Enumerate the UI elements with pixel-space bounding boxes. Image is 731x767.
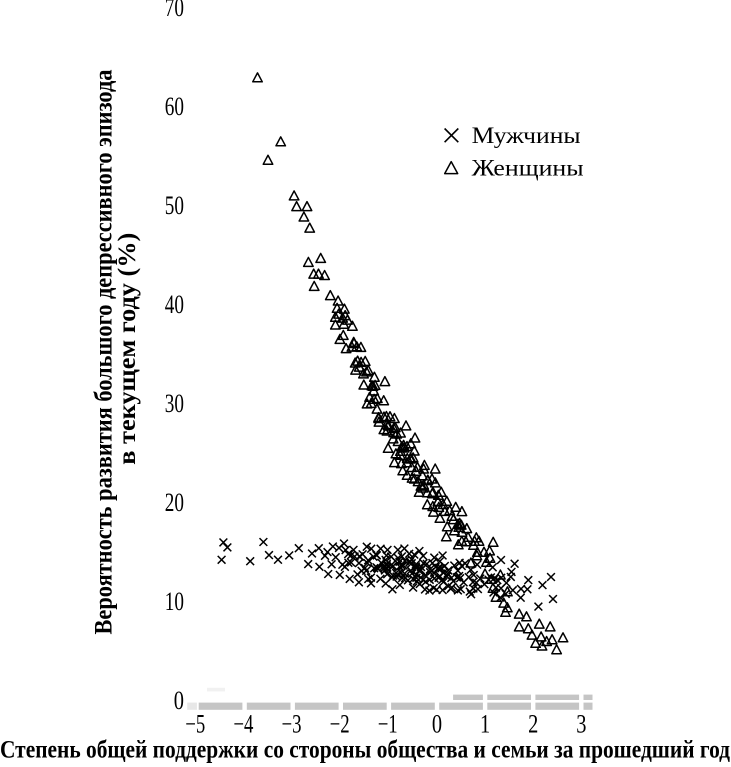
svg-text:40: 40 — [165, 290, 184, 319]
svg-text:−2: −2 — [330, 710, 350, 739]
svg-text:30: 30 — [165, 389, 184, 418]
svg-text:3: 3 — [576, 710, 586, 739]
svg-text:Мужчины: Мужчины — [472, 123, 581, 149]
svg-text:0: 0 — [174, 686, 184, 715]
svg-text:0: 0 — [432, 710, 442, 739]
svg-text:50: 50 — [165, 191, 184, 220]
svg-text:1: 1 — [480, 710, 490, 739]
svg-text:в текущем году (%): в текущем году (%) — [114, 233, 141, 465]
svg-text:−4: −4 — [233, 710, 253, 739]
svg-text:70: 70 — [165, 0, 184, 22]
svg-text:−1: −1 — [378, 710, 398, 739]
svg-text:20: 20 — [165, 488, 184, 517]
svg-text:−3: −3 — [282, 710, 302, 739]
svg-text:−5: −5 — [185, 710, 205, 739]
svg-text:60: 60 — [165, 92, 184, 121]
svg-text:Вероятность развития большого: Вероятность развития большого депрессивн… — [91, 69, 118, 634]
svg-text:2: 2 — [528, 710, 538, 739]
svg-text:10: 10 — [165, 587, 184, 616]
svg-text:Степень общей поддержки со сто: Степень общей поддержки со стороны общес… — [0, 737, 730, 764]
svg-text:Женщины: Женщины — [472, 155, 584, 181]
